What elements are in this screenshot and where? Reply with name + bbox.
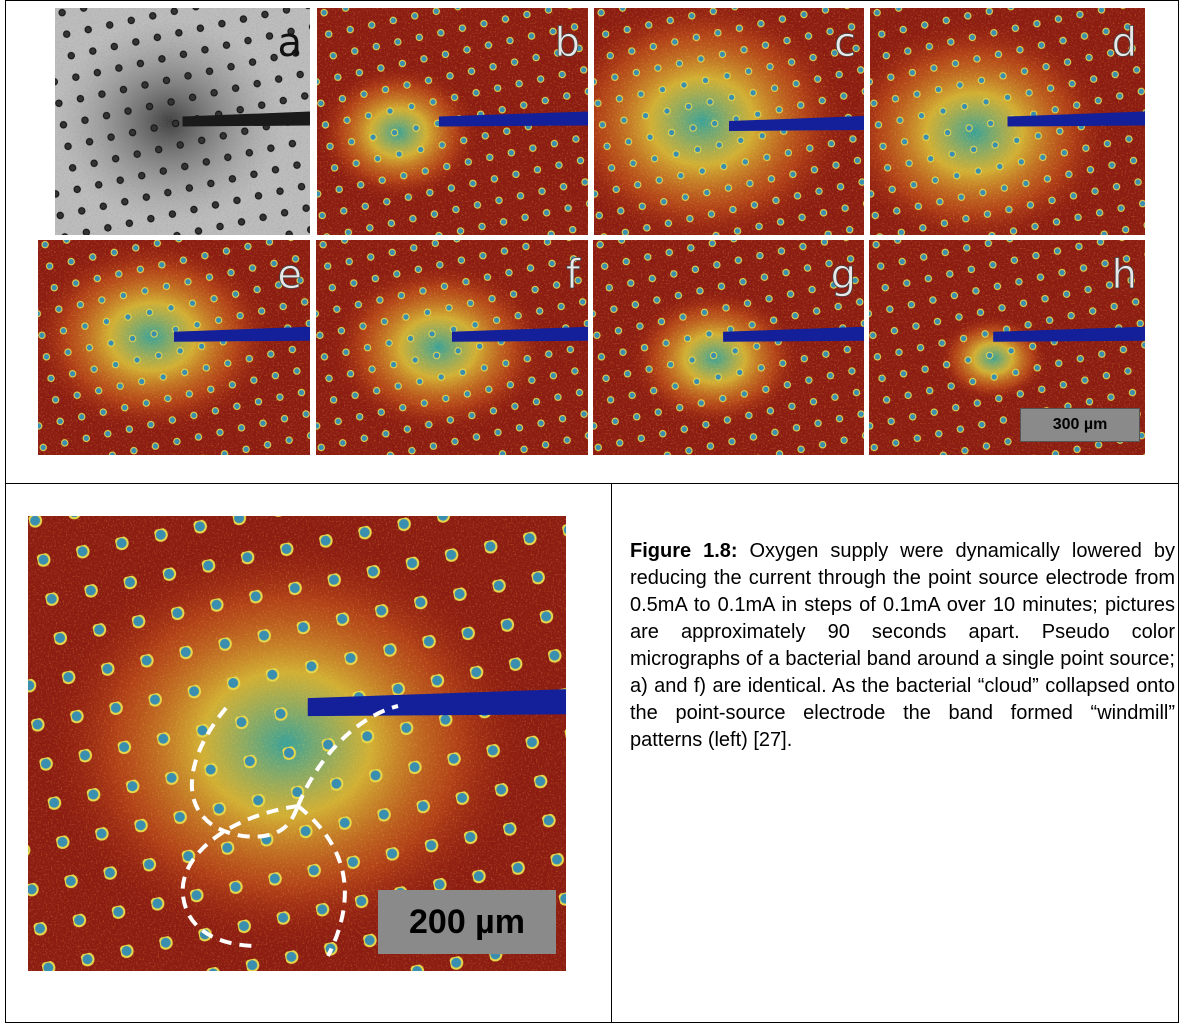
micrograph: c [594, 8, 864, 235]
panel-letter: b [555, 20, 580, 66]
page: a b c d e f g h 300 µm 200 µm Figure 1.8: Oxyge… [0, 0, 1185, 1012]
micrograph: a [55, 8, 310, 235]
panel-letter: g [831, 252, 856, 298]
scale-bar: 200 µm [378, 890, 556, 954]
micrograph: g [593, 240, 864, 455]
panel-letter: h [1112, 252, 1137, 298]
micrograph: d [870, 8, 1145, 235]
scale-bar: 300 µm [1020, 408, 1140, 442]
caption-label: Figure 1.8: [630, 540, 738, 562]
pillars [316, 240, 588, 455]
caption: Figure 1.8: Oxygen supply were dynamical… [630, 538, 1175, 754]
panel-letter: d [1112, 20, 1137, 66]
panel-letter: e [277, 252, 302, 298]
panel-letter: a [277, 20, 302, 66]
panel-letter: c [834, 20, 856, 66]
micrograph: f [316, 240, 588, 455]
pillars [593, 240, 864, 455]
panel-letter: f [566, 252, 581, 298]
pillars [38, 240, 310, 455]
caption-text: Oxygen supply were dynamically lowered b… [630, 540, 1175, 751]
micrograph: e [38, 240, 310, 455]
micrograph: b [317, 8, 588, 235]
